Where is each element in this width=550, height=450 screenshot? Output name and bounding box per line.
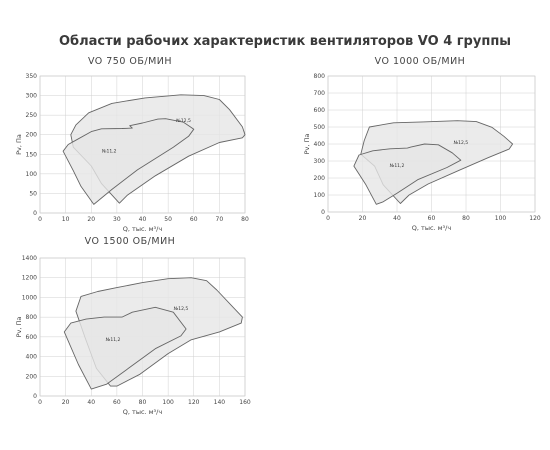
chart-svg: 0 20 40 60 80 100 120 0 100 200 300 400 500 600 700 800… <box>303 73 541 232</box>
x-tick-label: 80 <box>139 399 147 406</box>
chart-title: VO 1500 ОБ/МИН <box>84 236 176 247</box>
x-tick-label: 120 <box>188 399 200 406</box>
chart-vo-750: VO 750 ОБ/МИН 0 10 20 30 40 50 60 70 80 0 50 100 150… <box>0 56 260 236</box>
y-tick-label: 700 <box>314 90 326 97</box>
x-tick-label: 80 <box>462 215 470 222</box>
x-tick-label: 160 <box>239 399 251 406</box>
y-tick-label: 600 <box>26 334 38 341</box>
operating-region-11-2 <box>353 143 462 205</box>
region-label: №11,2 <box>102 148 117 154</box>
x-tick-label: 20 <box>359 215 367 222</box>
operating-region-11-2 <box>63 306 187 390</box>
y-tick-label: 1200 <box>22 275 37 282</box>
y-tick-label: 800 <box>26 314 38 321</box>
x-axis-title: Q, тыс. м³/ч <box>123 225 163 233</box>
y-tick-label: 600 <box>314 107 326 114</box>
y-tick-label: 100 <box>26 171 38 178</box>
y-tick-label: 800 <box>314 73 326 80</box>
y-tick-label: 300 <box>26 93 38 100</box>
x-tick-label: 70 <box>216 216 224 223</box>
x-tick-label: 40 <box>87 399 95 406</box>
chart-vo-1000: VO 1000 ОБ/МИН 0 20 40 60 80 100 120 0 100 200 300… <box>290 56 550 236</box>
y-tick-label: 300 <box>314 158 326 165</box>
x-tick-label: 40 <box>139 216 147 223</box>
x-tick-label: 0 <box>38 399 42 406</box>
region-label: №11,2 <box>390 163 405 169</box>
y-axis-title: Pv, Па <box>15 317 23 338</box>
page-title: Области рабочих характеристик вентилятор… <box>58 34 512 49</box>
y-tick-label: 200 <box>26 373 38 380</box>
chart-svg: 0 20 40 60 80 100 120 140 160 0 200 400 600 800 1000 12… <box>15 255 251 416</box>
x-tick-label: 140 <box>214 399 226 406</box>
y-tick-label: 150 <box>26 151 38 158</box>
x-tick-label: 10 <box>62 216 70 223</box>
x-tick-label: 100 <box>162 399 174 406</box>
chart-title: VO 1000 ОБ/МИН <box>374 56 466 67</box>
x-tick-label: 0 <box>326 215 330 222</box>
y-axis-title: Pv, Па <box>303 134 311 155</box>
chart-vo-1500: VO 1500 ОБ/МИН 0 20 40 60 80 100 120 140 160 0 200… <box>0 236 260 436</box>
region-label: №12,5 <box>176 118 191 124</box>
y-tick-label: 350 <box>26 73 38 80</box>
y-tick-label: 100 <box>314 192 326 199</box>
y-tick-label: 0 <box>33 210 37 217</box>
chart-title: VO 750 ОБ/МИН <box>87 56 173 67</box>
x-tick-label: 20 <box>62 399 70 406</box>
y-tick-label: 200 <box>26 132 38 139</box>
chart-svg: 0 10 20 30 40 50 60 70 80 0 50 100 150 200 250 300 350 №1… <box>15 73 249 233</box>
x-tick-label: 60 <box>113 399 121 406</box>
x-tick-label: 80 <box>241 216 249 223</box>
region-label: №12,5 <box>453 140 468 146</box>
y-axis-title: Pv, Па <box>15 134 23 155</box>
x-tick-label: 50 <box>164 216 172 223</box>
x-tick-label: 60 <box>190 216 198 223</box>
region-label: №12,5 <box>174 306 189 312</box>
y-tick-label: 200 <box>314 175 326 182</box>
x-tick-label: 40 <box>393 215 401 222</box>
x-tick-label: 120 <box>529 215 541 222</box>
y-tick-label: 1000 <box>22 294 37 301</box>
y-tick-label: 500 <box>314 124 326 131</box>
x-tick-label: 60 <box>428 215 436 222</box>
y-tick-label: 50 <box>29 190 37 197</box>
y-tick-label: 0 <box>321 209 325 216</box>
y-tick-label: 0 <box>33 393 37 400</box>
x-axis-title: Q, тыс. м³/ч <box>123 408 163 416</box>
region-label: №11,2 <box>106 337 121 343</box>
x-tick-label: 0 <box>38 216 42 223</box>
x-axis-title: Q, тыс. м³/ч <box>412 224 452 232</box>
y-tick-label: 400 <box>314 141 326 148</box>
operating-region-11-2 <box>62 118 195 205</box>
x-tick-label: 30 <box>113 216 121 223</box>
x-tick-label: 100 <box>495 215 507 222</box>
y-tick-label: 1400 <box>22 255 37 262</box>
y-tick-label: 250 <box>26 112 38 119</box>
y-tick-label: 400 <box>26 354 38 361</box>
x-tick-label: 20 <box>87 216 95 223</box>
